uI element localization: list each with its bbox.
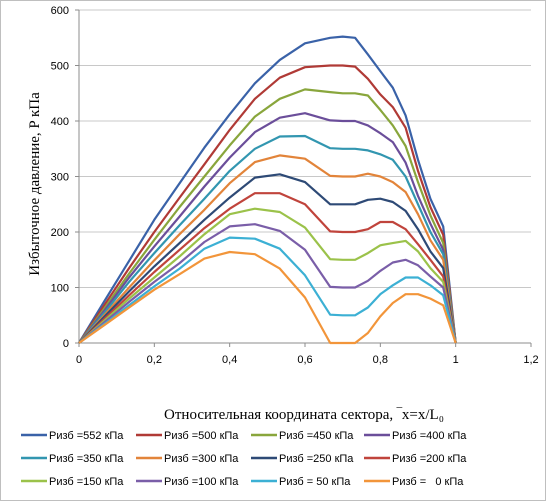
x-tick-label: 0,8 [373, 354, 388, 366]
y-tick-label: 500 [51, 61, 69, 73]
legend-entry: Ризб =200 кПа [392, 453, 467, 465]
x-tick-label: 0 [76, 354, 82, 366]
x-tick-label: 0,6 [297, 354, 312, 366]
x-tick-label: 0,2 [147, 354, 162, 366]
legend-entry: Ризб =150 кПа [49, 476, 124, 488]
y-tick-label: 400 [51, 116, 69, 128]
y-tick-label: 600 [51, 5, 69, 17]
series-line-12 [78, 250, 457, 345]
legend-entry: Ризб = 50 кПа [279, 476, 351, 488]
series-line-11 [78, 236, 457, 344]
x-tick-label: 0,4 [222, 354, 237, 366]
series-line-1 [78, 35, 457, 344]
y-tick-label: 0 [63, 338, 69, 350]
legend: Ризб =552 кПа Ризб =500 кПа Ризб =450 кПа Р… [21, 430, 467, 488]
x-axis-title: Относительная координата сектора, ‾x=x/L… [164, 407, 444, 423]
series-line-8 [78, 192, 457, 344]
legend-entry: Ризб =300 кПа [164, 453, 239, 465]
legend-entry: Ризб =350 кПа [49, 453, 124, 465]
series-line-10 [78, 223, 457, 344]
legend-entry: Ризб =450 кПа [279, 430, 354, 442]
series-line-3 [78, 88, 457, 344]
legend-entry: Ризб =500 кПа [164, 430, 239, 442]
x-tick-label: 1,2 [523, 354, 538, 366]
legend-entry: Ризб = 0 кПа [392, 476, 464, 488]
legend-entry: Ризб =100 кПа [164, 476, 239, 488]
y-tick-label: 200 [51, 227, 69, 239]
series-line-7 [78, 173, 457, 344]
x-tick-label: 1 [453, 354, 459, 366]
y-axis-title: Избыточное давление, P кПа [27, 92, 43, 276]
series-line-5 [78, 134, 457, 344]
series-line-6 [78, 154, 457, 344]
legend-entry: Ризб =250 кПа [279, 453, 354, 465]
legend-entry: Ризб =552 кПа [49, 430, 124, 442]
y-tick-label: 300 [51, 172, 69, 184]
y-tick-label: 100 [51, 283, 69, 295]
series-line-2 [78, 64, 457, 344]
grid-lines [79, 9, 531, 288]
series-line-9 [78, 207, 457, 344]
x-tick-labels: 0 0,2 0,4 0,6 0,8 1 1,2 [76, 354, 539, 366]
series-line-4 [78, 112, 457, 344]
y-tick-labels: 0 100 200 300 400 500 600 [51, 5, 69, 350]
series-lines [78, 35, 457, 345]
legend-entry: Ризб =400 кПа [392, 430, 467, 442]
